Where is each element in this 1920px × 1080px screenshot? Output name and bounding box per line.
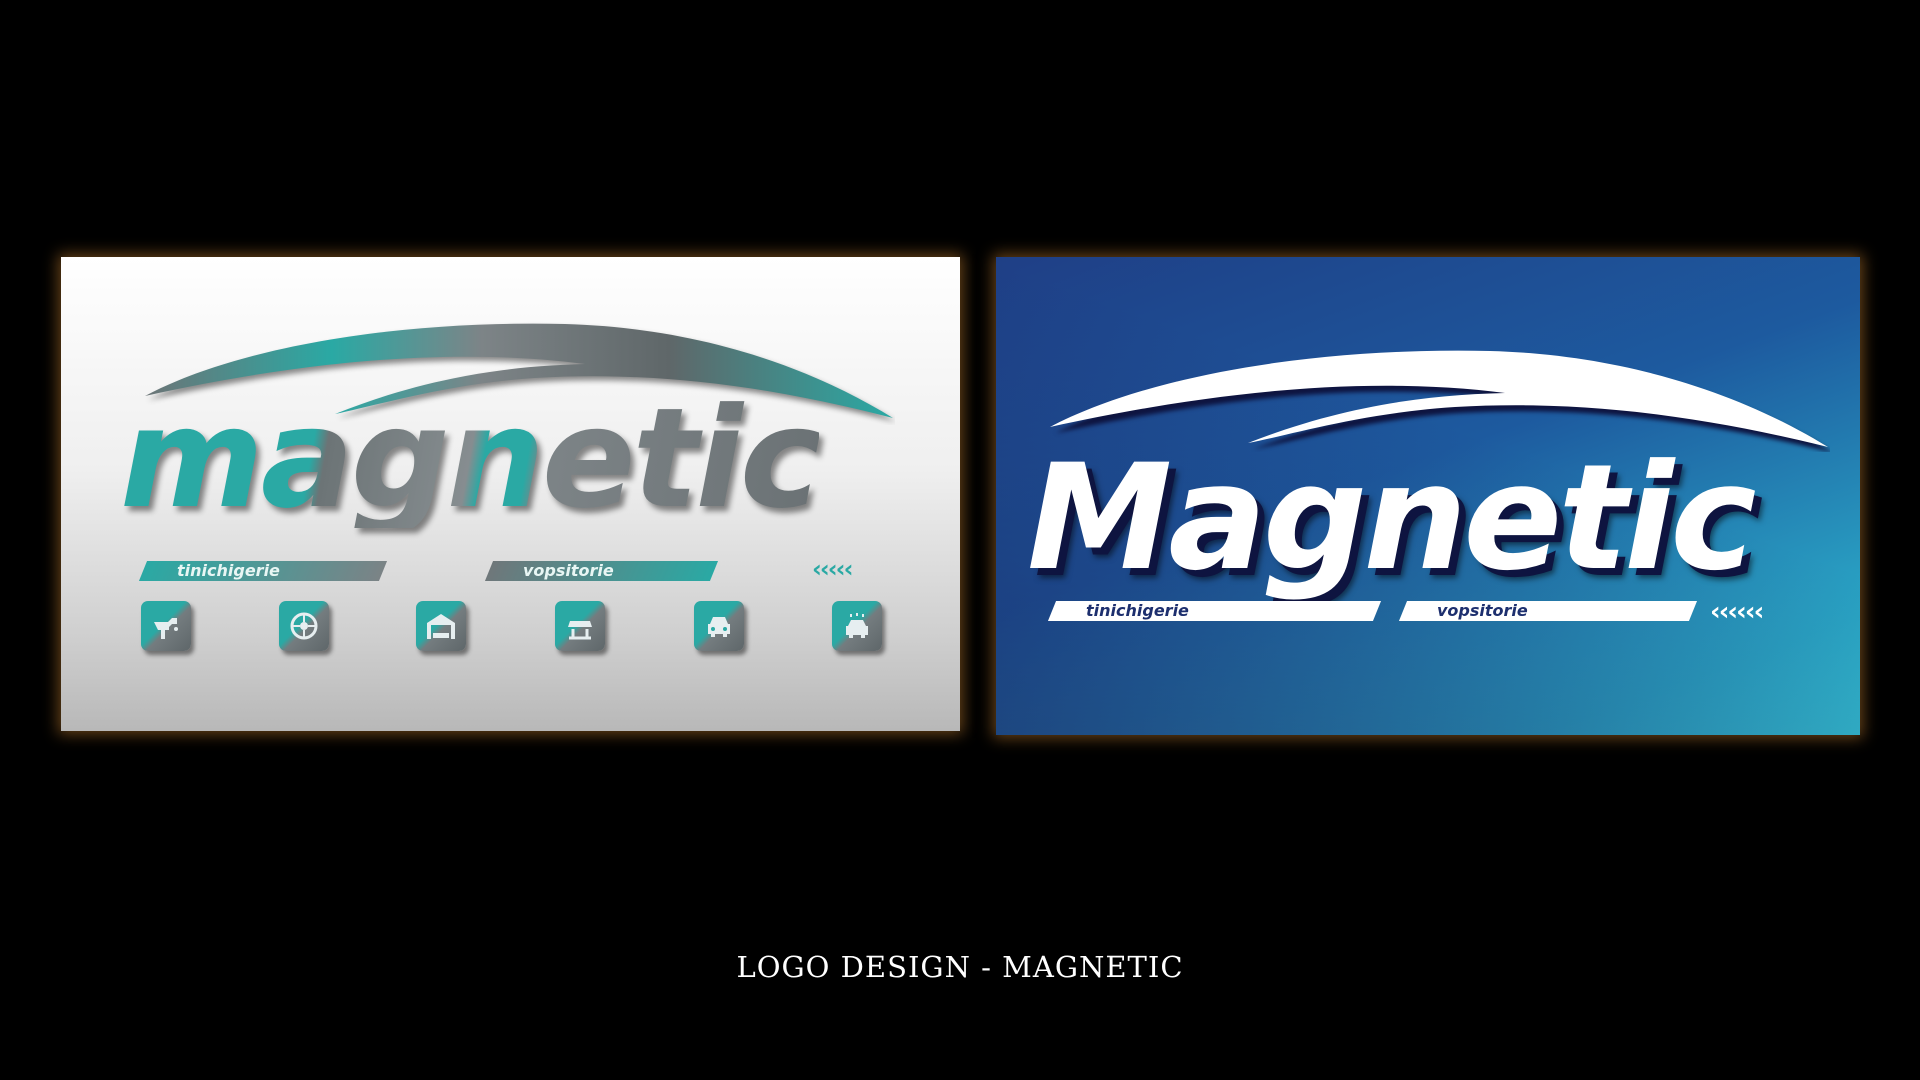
car-wash-icon xyxy=(832,601,882,651)
chevron-arrows-right: ‹‹‹‹‹‹ xyxy=(1710,597,1764,627)
car-lift-icon xyxy=(555,601,605,651)
caption-title: LOGO DESIGN - MAGNETIC xyxy=(736,950,1184,984)
tagline-paint-right: vopsitorie xyxy=(1398,601,1698,621)
spray-gun-icon xyxy=(141,601,191,651)
chevron-arrows-left: ‹‹‹‹‹ xyxy=(812,555,853,583)
tagline-bodywork-text: tinichigerie xyxy=(177,561,280,580)
tagline-bodywork-left: tinichigerie xyxy=(138,561,388,581)
tagline-paint-left: vopsitorie xyxy=(484,561,719,581)
car-roof-swoosh-right xyxy=(1050,350,1828,447)
tagline-paint-text: vopsitorie xyxy=(1437,601,1528,620)
garage-icon xyxy=(416,601,466,651)
car-roof-swoosh-left xyxy=(145,323,893,418)
logo-panel-blue xyxy=(996,257,1860,735)
tagline-bodywork-right: tinichigerie xyxy=(1047,601,1382,621)
car-front-icon xyxy=(694,601,744,651)
tagline-paint-text: vopsitorie xyxy=(523,561,614,580)
wheel-icon xyxy=(279,601,329,651)
logo-wordmark-white: Magnetic xyxy=(1027,433,1757,603)
tagline-bodywork-text: tinichigerie xyxy=(1086,601,1189,620)
panel-shading xyxy=(996,257,1860,735)
logo-wordmark-textured: magnetic xyxy=(120,378,822,539)
